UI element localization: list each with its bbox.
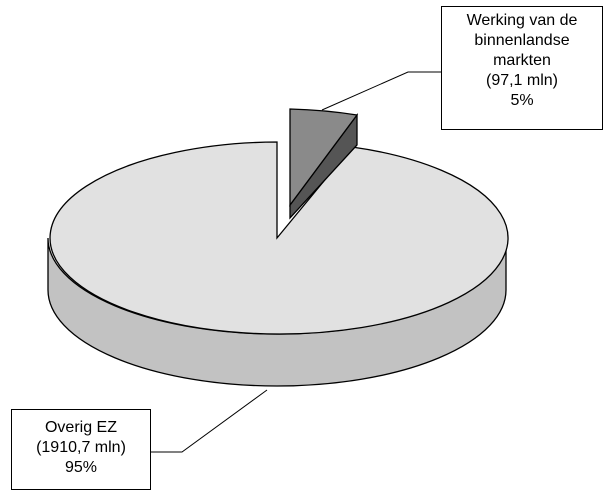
pie-slice-werking-top xyxy=(289,108,359,207)
data-label-werking-line-3: markten xyxy=(493,52,551,69)
data-label-werking-line-4: (97,1 mln) xyxy=(485,72,559,89)
data-label-overig: Overig EZ (1910,7 mln) 95% xyxy=(11,409,151,490)
pie-slice-overig xyxy=(47,141,509,387)
data-label-werking-line-2: binnenlandse xyxy=(474,32,570,49)
leader-line-werking xyxy=(321,71,441,111)
pie-slice-werking xyxy=(289,108,359,220)
leader-line-overig xyxy=(151,389,268,453)
data-label-overig-line-2: (1910,7 mln) xyxy=(36,439,126,456)
pie-slice-overig-top xyxy=(49,141,509,335)
data-label-overig-line-1: Overig EZ xyxy=(44,419,117,436)
data-label-werking-line-1: Werking van de xyxy=(466,12,578,29)
data-label-werking: Werking van de binnenlandse markten (97,… xyxy=(441,6,603,130)
data-label-overig-line-3: 95% xyxy=(64,459,98,476)
data-label-werking-line-5: 5% xyxy=(510,92,534,109)
